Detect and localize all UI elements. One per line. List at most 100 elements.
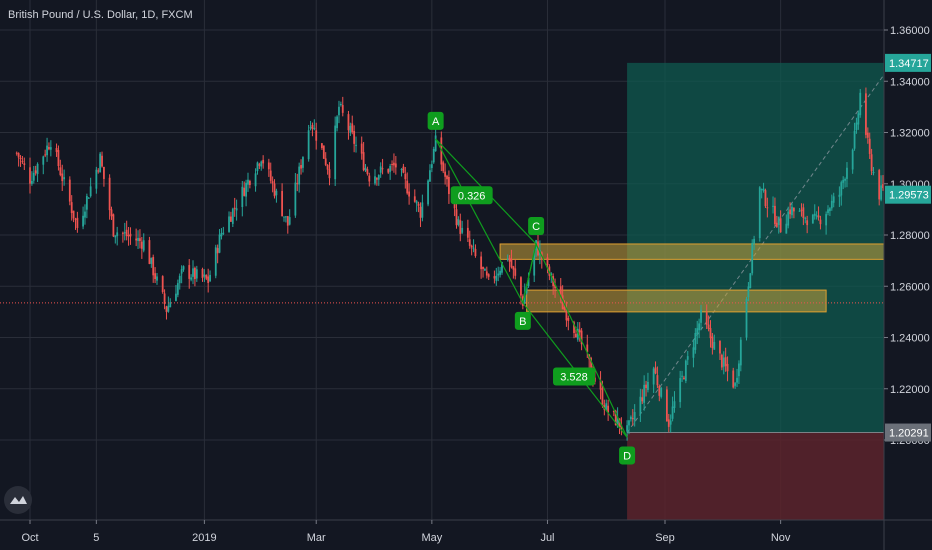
candle-body [258, 164, 261, 166]
pattern-point-b[interactable]: B [514, 311, 531, 330]
candle-body [747, 286, 750, 298]
candle-body [846, 167, 848, 179]
candle-body [466, 227, 469, 238]
x-tick-label: Nov [771, 532, 791, 544]
candle-body [121, 232, 124, 234]
candle-body [512, 266, 515, 270]
candle-body [139, 238, 141, 242]
time-axis[interactable] [0, 520, 932, 550]
y-tick-label: 1.32000 [890, 128, 930, 140]
candle-body [137, 237, 139, 241]
candle-body [806, 220, 809, 226]
candle-body [283, 216, 285, 218]
candle-body [417, 203, 420, 206]
candle-body [853, 130, 856, 149]
candle-body [880, 185, 882, 200]
candle-body [302, 157, 304, 168]
candle-body [567, 317, 570, 321]
candle-body [307, 130, 310, 160]
candle-body [300, 165, 302, 169]
candle-body [32, 172, 35, 181]
candle-body [243, 187, 246, 196]
sr-zone-1[interactable] [499, 243, 895, 260]
candle-body [865, 93, 867, 135]
candle-body [389, 165, 392, 172]
candle-body [698, 323, 701, 331]
candle-body [15, 152, 18, 154]
zones [499, 62, 895, 550]
candle-body [230, 216, 232, 222]
candle-body [495, 275, 498, 281]
candle-body [393, 162, 395, 166]
candle-body [148, 240, 151, 264]
candle-body [17, 153, 20, 158]
candle-body [601, 388, 604, 406]
candle-body [628, 420, 630, 426]
candle-body [533, 251, 536, 276]
candle-body [68, 179, 71, 202]
candle-body [408, 191, 411, 197]
candle-body [222, 232, 225, 234]
x-tick-label: Oct [21, 532, 38, 544]
candle-body [260, 161, 263, 167]
candle-body [254, 173, 257, 187]
ratio-label[interactable]: 3.528 [553, 367, 596, 386]
tradingview-logo[interactable] [4, 486, 32, 514]
candle-body [248, 181, 251, 186]
candle-body [508, 257, 511, 262]
candle-body [353, 131, 356, 144]
candle-body [176, 283, 179, 295]
price-axis[interactable] [884, 0, 932, 550]
candle-body [349, 125, 352, 133]
candle-body [87, 197, 90, 199]
candle-body [711, 336, 714, 349]
candle-body [658, 386, 661, 396]
candle-body [286, 216, 289, 226]
candle-body [216, 248, 219, 254]
pattern-point-a[interactable]: A [427, 111, 444, 130]
candle-body [724, 357, 727, 367]
y-tick-label: 1.22000 [890, 384, 930, 396]
candle-body [34, 170, 37, 174]
candle-body [341, 105, 344, 113]
candle-body [150, 257, 153, 264]
overlays: A B C D 0.326 3.528 [0, 111, 884, 465]
candle-body [82, 215, 84, 227]
sr-zone-2[interactable] [526, 289, 827, 313]
pattern-point-label: D [623, 450, 631, 462]
candle-body [605, 403, 608, 410]
candle-body [681, 375, 683, 377]
candle-body [375, 178, 378, 180]
candle-body [487, 274, 490, 277]
candle-body [99, 153, 102, 173]
candle-body [152, 257, 155, 276]
pattern-point-label: C [532, 221, 540, 233]
candle-body [328, 169, 331, 179]
candle-body [559, 286, 562, 296]
candle-body [163, 293, 166, 304]
candle-body [482, 266, 484, 270]
candle-body [749, 273, 752, 289]
candle-body [739, 339, 742, 366]
candle-body [101, 155, 103, 167]
candle-body [660, 387, 663, 397]
candle-body [766, 207, 769, 209]
candle-body [673, 401, 676, 408]
candle-body [647, 381, 649, 390]
candle-body [284, 216, 287, 218]
pattern-point-d[interactable]: D [619, 446, 636, 465]
candle-body [738, 363, 740, 377]
ratio-label[interactable]: 0.326 [450, 186, 493, 205]
candle-body [110, 209, 113, 217]
x-tick-label: Mar [307, 532, 326, 544]
candle-body [142, 240, 145, 251]
candle-body [415, 201, 418, 204]
candle-body [256, 162, 259, 172]
candle-body [169, 302, 172, 308]
candle-body [364, 167, 367, 171]
candle-body [21, 161, 24, 163]
pattern-point-c[interactable]: C [528, 216, 545, 235]
candle-body [23, 163, 26, 165]
price-label-entry: 1.20291 [885, 423, 931, 442]
